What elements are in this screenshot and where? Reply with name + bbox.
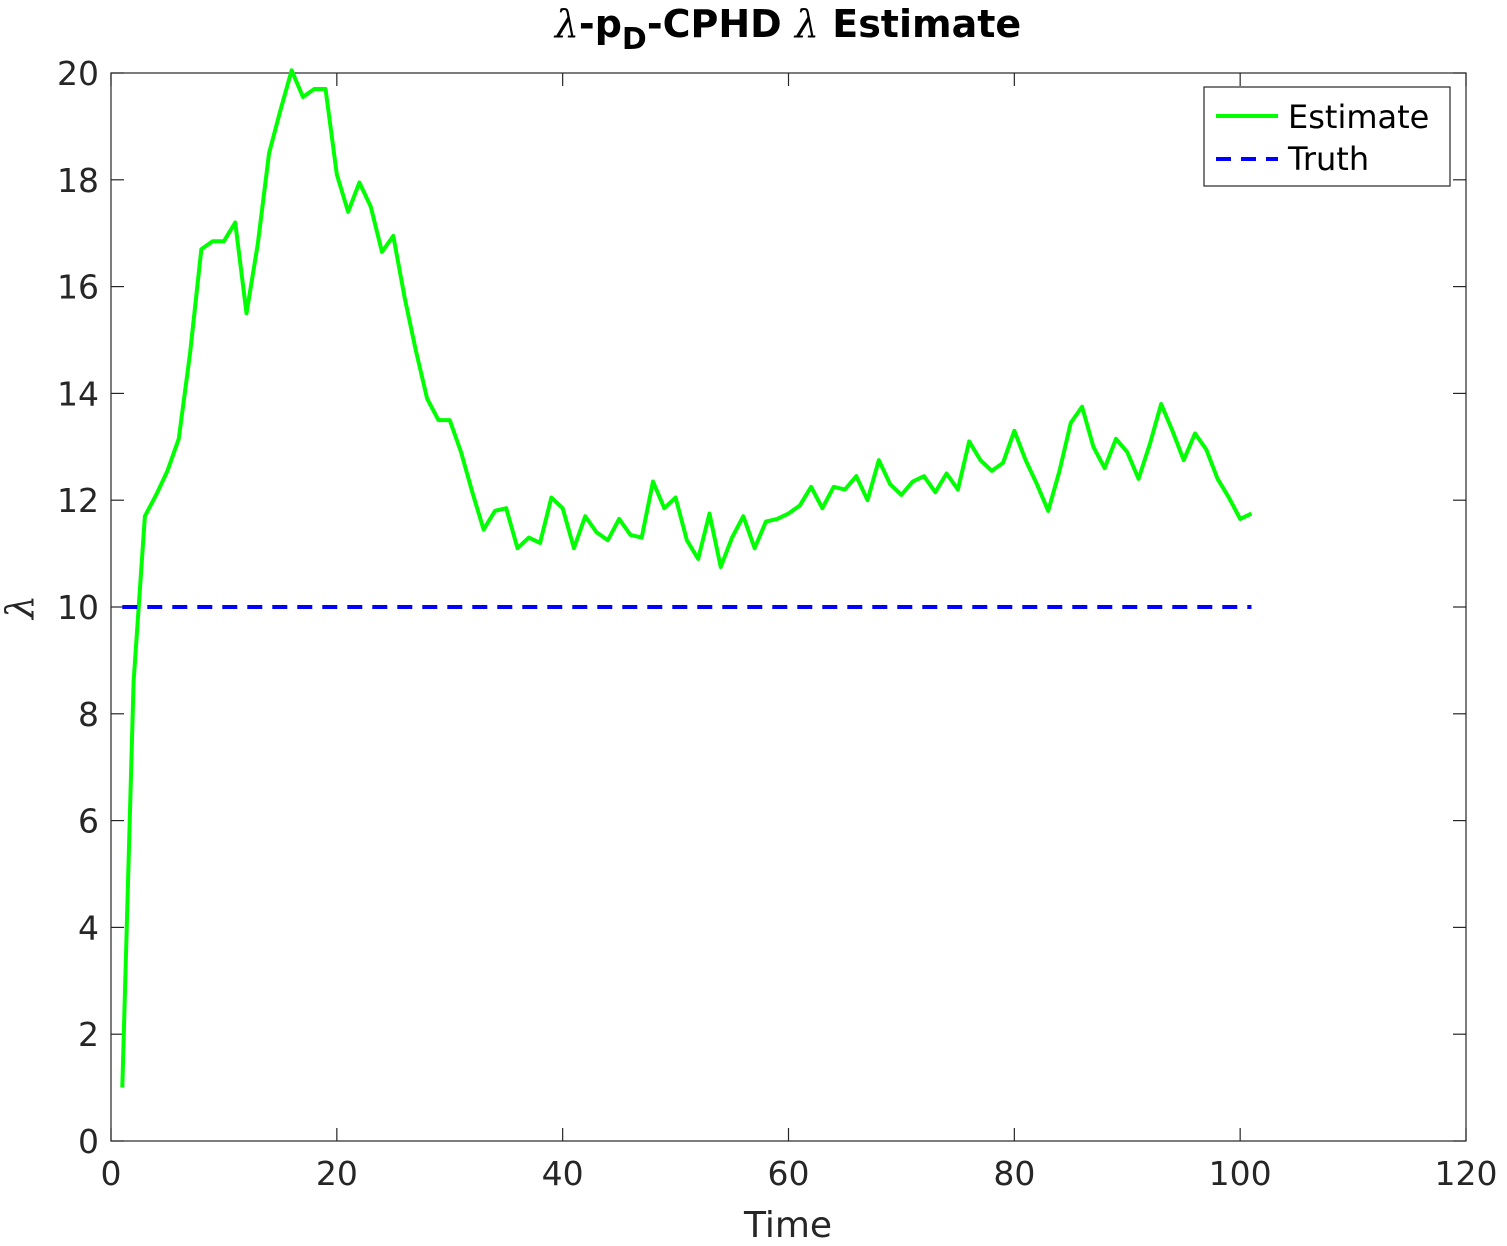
- y-tick-label: 2: [78, 1015, 99, 1054]
- chart-title: λ-pD-CPHD λ Estimate: [553, 2, 1021, 57]
- y-tick-label: 16: [57, 268, 99, 307]
- y-tick-label: 4: [78, 908, 99, 947]
- y-tick-label: 12: [57, 481, 99, 520]
- title-lambda2: λ: [793, 2, 819, 46]
- y-tick-label: 18: [57, 161, 99, 200]
- legend: Estimate Truth: [1203, 86, 1451, 187]
- y-tick-label: 14: [57, 374, 99, 413]
- x-tick-label: 0: [101, 1154, 122, 1193]
- legend-truth-label: Truth: [1287, 140, 1369, 178]
- x-tick-label: 80: [993, 1154, 1035, 1193]
- axis-ticks: 0 20 40 60 80 100 120 0 2 4 6 8 10 12 14 16 18 20: [57, 54, 1498, 1193]
- series-line-estimate: [120, 68, 1253, 1088]
- x-axis-label: Time: [743, 1205, 832, 1246]
- title-middle: -CPHD: [647, 2, 795, 46]
- legend-estimate-label: Estimate: [1288, 98, 1429, 136]
- title-sub: D: [622, 22, 647, 57]
- x-tick-label: 40: [542, 1154, 584, 1193]
- legend-box: [1203, 86, 1451, 187]
- y-tick-label: 20: [57, 54, 99, 93]
- y-tick-label: 8: [78, 695, 99, 734]
- title-p: -p: [579, 2, 622, 46]
- title-end: Estimate: [819, 2, 1021, 46]
- y-tick-label: 0: [78, 1122, 99, 1161]
- plot-area: [110, 72, 1467, 1142]
- x-tick-label: 20: [316, 1154, 358, 1193]
- series-group: [120, 68, 1253, 1088]
- y-axis-label: λ: [0, 595, 42, 621]
- y-tick-label: 6: [78, 802, 99, 841]
- x-tick-label: 120: [1435, 1154, 1498, 1193]
- y-tick-label: 10: [57, 588, 99, 627]
- x-tick-label: 100: [1209, 1154, 1272, 1193]
- title-lambda: λ: [553, 2, 579, 46]
- x-tick-label: 60: [768, 1154, 810, 1193]
